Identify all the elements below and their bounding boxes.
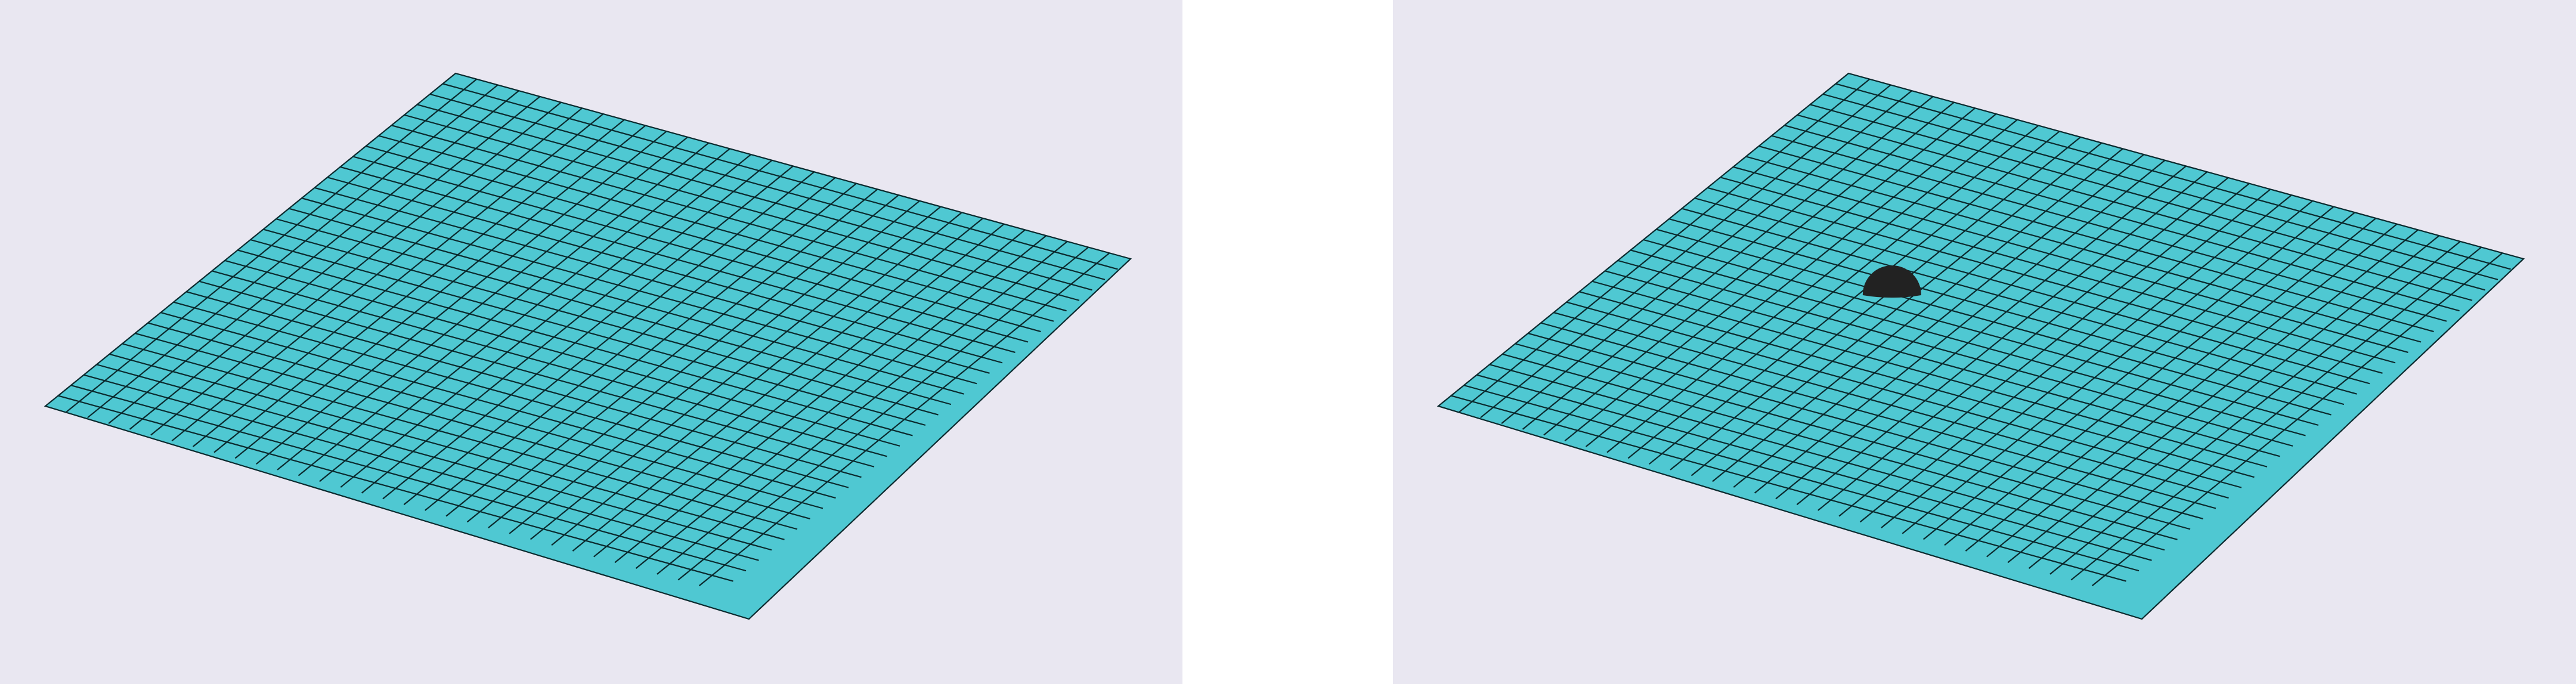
mesh-grid-line [551,212,962,546]
mesh-grid-line [1630,249,2306,437]
mesh-grid-line [2091,252,2503,587]
mesh-grid-line [1515,343,2191,530]
mesh-grid-line [2049,240,2461,575]
mesh-grid-line [237,249,913,437]
mesh-grid-line [509,200,920,534]
flat-mesh-plate [44,72,1132,620]
mesh-grid-line [1922,206,2334,540]
mesh-grid-lines [1451,78,2511,587]
mesh-grid-line [1796,171,2208,506]
mesh-grid-line [122,343,798,530]
mesh-grid-line [1476,374,2152,561]
mesh-grid-line [2070,246,2482,581]
mesh-grid-line [1838,182,2250,517]
mesh-grid-line [466,188,878,523]
mesh-grid-line [147,322,823,509]
mesh-grid-line [160,312,836,499]
mesh-grid-line [1463,385,2140,572]
mesh-grid-line [135,332,810,519]
mesh-grid-lines [58,78,1118,587]
mesh-grid-line [593,223,1005,558]
left-panel [0,0,1182,684]
mesh-grid-line [186,291,862,478]
mesh-grid-line [698,252,1110,587]
right-panel [1393,0,2576,684]
mesh-grid-line [445,182,857,517]
mesh-grid-line [58,395,733,582]
mesh-grid-line [1881,194,2292,528]
mesh-grid-line [403,171,815,506]
mesh-grid-line [657,240,1068,575]
mesh-grid-line [2028,235,2440,569]
mesh-grid-line [83,374,759,561]
mesh-grid-line [1605,270,2280,457]
mesh-grid-line [212,270,887,457]
mesh-grid-line [96,364,772,551]
mesh-grid-line [1528,332,2203,519]
mesh-grid-line [1965,218,2377,552]
mesh-grid-line [1902,200,2313,534]
mesh-grid-line [1553,312,2229,499]
mesh-grid-line [1986,223,2398,558]
mesh-grid-line [1592,280,2268,468]
mesh-grid-line [1566,301,2242,488]
mesh-grid-line [1579,291,2255,478]
mesh-grid-line [1818,177,2229,511]
hemisphere-obstacle [1862,265,1921,298]
mesh-grid-line [70,385,747,572]
mesh-grid-line [2007,229,2419,564]
mesh-grid-line [199,280,875,468]
mesh-grid-line [250,239,926,426]
mesh-grid-line [614,229,1026,564]
mesh-plate-with-obstacle [1436,72,2525,620]
mesh-grid-line [1617,259,2293,447]
mesh-grid-line [677,246,1089,581]
mesh-grid-line [109,353,785,540]
mesh-grid-line [1489,364,2165,551]
mesh-grid-line [1540,322,2216,509]
mesh-grid-line [1451,395,2126,582]
mesh-grid-line [1502,353,2178,540]
mesh-grid-line [635,235,1047,569]
mesh-grid-line [530,206,942,540]
mesh-grid-line [1643,239,2319,426]
mesh-grid-line [1944,212,2355,546]
mesh-grid-line [572,218,984,552]
mesh-grid-line [425,177,836,511]
mesh-grid-line [224,259,900,447]
mesh-grid-line [1859,188,2271,523]
mesh-grid-line [173,301,849,488]
mesh-grid-line [488,194,899,528]
